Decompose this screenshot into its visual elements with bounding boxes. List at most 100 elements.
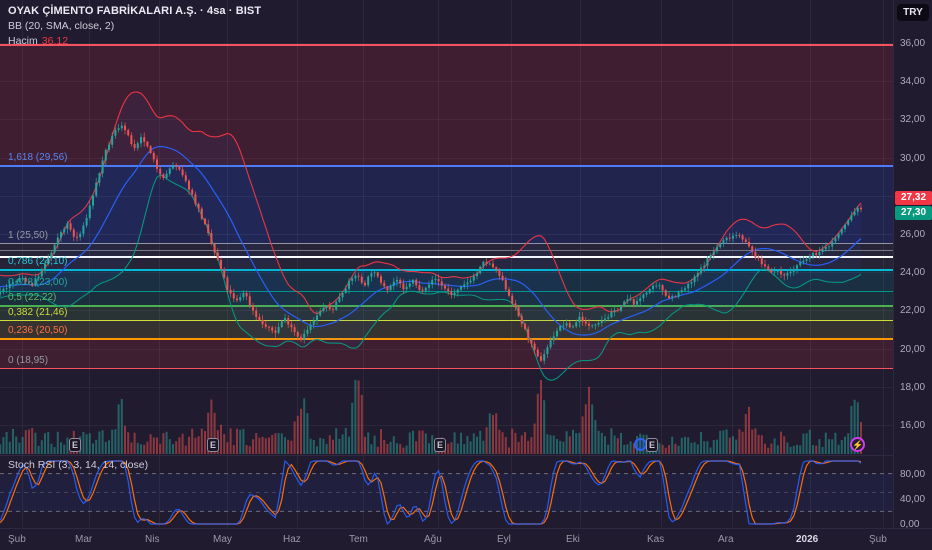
time-tick: Haz xyxy=(283,534,301,545)
symbol-title[interactable]: OYAK ÇİMENTO FABRİKALARI A.Ş. · 4sa · BI… xyxy=(8,5,262,17)
bb-upper-band xyxy=(0,91,862,315)
price-tag-secondary: 27,32 xyxy=(895,191,932,205)
price-tick: 16,00 xyxy=(900,420,926,431)
gridline xyxy=(0,310,893,311)
fib-label-5: 0,382 (21,46) xyxy=(8,306,68,318)
volume-bars-down xyxy=(24,380,862,454)
fib-line-1[interactable] xyxy=(0,243,893,245)
band-above-1618 xyxy=(0,44,893,166)
time-tick: May xyxy=(213,534,232,545)
time-tick: Tem xyxy=(349,534,368,545)
chart-legend: OYAK ÇİMENTO FABRİKALARI A.Ş. · 4sa · BI… xyxy=(8,5,261,47)
fib-line-0,618[interactable] xyxy=(0,290,893,293)
time-tick: Ara xyxy=(718,534,734,545)
price-tag-last: 27,30 xyxy=(895,206,932,220)
fib-band-4 xyxy=(0,306,893,321)
gridline xyxy=(0,43,893,44)
price-tick: 18,00 xyxy=(900,381,926,393)
volume-label: Hacim xyxy=(8,35,38,47)
fib-line-0,236[interactable] xyxy=(0,338,893,340)
time-tick: Kas xyxy=(647,534,665,545)
earnings-icon[interactable]: E xyxy=(434,438,446,452)
time-tick: Mar xyxy=(75,534,93,545)
currency-button[interactable]: TRY xyxy=(897,4,929,21)
candle-bodies-up xyxy=(0,125,859,361)
price-tick: 34,00 xyxy=(900,76,926,88)
gridline xyxy=(0,272,893,273)
gray-level-line[interactable] xyxy=(0,249,893,251)
price-pane[interactable]: 1,618 (29,56) 1 (25,50) 0,786 (24,10) 0,618… xyxy=(0,0,893,527)
volume-value: 36,12 xyxy=(41,35,69,47)
gridline xyxy=(0,387,893,388)
gridline xyxy=(89,0,90,527)
gridline xyxy=(363,0,364,527)
gridline xyxy=(0,119,893,120)
gridline xyxy=(0,81,893,82)
stoch-rsi-pane[interactable]: Stoch RSI (3, 3, 14, 14, close) xyxy=(0,456,893,527)
fib-line-1,618[interactable] xyxy=(0,165,893,167)
gridline xyxy=(511,0,512,527)
time-tick: Eki xyxy=(566,534,580,545)
stoch-rsi-legend[interactable]: Stoch RSI (3, 3, 14, 14, close) xyxy=(8,459,149,471)
stoch-tick: 0,00 xyxy=(900,519,920,530)
gridline xyxy=(580,0,581,527)
pane-separator[interactable] xyxy=(0,455,893,456)
volume-bars-up xyxy=(0,380,859,454)
fib-band-0 xyxy=(0,166,893,244)
gridline xyxy=(297,0,298,527)
time-tick: Nis xyxy=(145,534,160,545)
price-tick: 32,00 xyxy=(900,114,926,126)
candle-bodies-down xyxy=(24,125,862,361)
fib-label-4: 0,5 (22,22) xyxy=(8,292,57,304)
bb-indicator-legend[interactable]: BB (20, SMA, close, 2) xyxy=(8,20,115,32)
price-tick: 36,00 xyxy=(900,38,926,49)
price-axis[interactable]: TRY 36,00 34,00 32,00 30,00 26,00 24,00 22,00 2… xyxy=(893,0,932,530)
gridline xyxy=(438,0,439,527)
upcoming-earnings-icon[interactable]: ⚡ xyxy=(850,437,865,452)
resistance-line[interactable] xyxy=(0,43,893,46)
gridline xyxy=(883,0,884,527)
time-tick: 2026 xyxy=(796,534,819,545)
stoch-k-line xyxy=(0,459,862,526)
gridline xyxy=(732,0,733,527)
gridline xyxy=(22,0,23,527)
time-tick: Eyl xyxy=(497,534,511,545)
gridline xyxy=(0,196,893,197)
gridline xyxy=(227,0,228,527)
fib-line-0,786[interactable] xyxy=(0,269,893,272)
fib-label-6: 0,236 (20,50) xyxy=(8,325,68,337)
gridline xyxy=(661,0,662,527)
fib-band-6 xyxy=(0,339,893,369)
white-level-line[interactable] xyxy=(0,255,893,258)
time-tick: Ağu xyxy=(424,534,442,545)
fib-band-3 xyxy=(0,291,893,307)
volume-indicator-legend[interactable]: Hacim 36,12 xyxy=(8,35,261,47)
stoch-tick: 40,00 xyxy=(900,493,926,505)
fib-label-2: 0,786 (24,10) xyxy=(8,256,68,268)
fib-line-0,5[interactable] xyxy=(0,305,893,307)
earnings-icon[interactable]: E xyxy=(207,438,219,452)
stoch-tick: 80,00 xyxy=(900,468,926,480)
candlestick-volume-plot xyxy=(0,91,862,454)
earnings-icon[interactable]: E xyxy=(69,438,81,452)
price-tick: 24,00 xyxy=(900,267,926,279)
gridline xyxy=(159,0,160,527)
bb-fill xyxy=(0,92,861,381)
stoch-rsi-plot xyxy=(0,459,893,526)
fib-label-0: 1,618 (29,56) xyxy=(8,152,68,163)
fib-label-3: 0,618 (23,00) xyxy=(8,277,68,289)
fib-band-5 xyxy=(0,320,893,340)
fib-line-0,382[interactable] xyxy=(0,319,893,322)
gridline xyxy=(0,425,893,426)
fib-label-7: 0 (18,95) xyxy=(8,354,49,366)
bb-lower-band xyxy=(0,174,862,381)
price-tick: 26,00 xyxy=(900,229,926,240)
time-tick: Şub xyxy=(8,534,26,545)
time-tick: Şub xyxy=(869,534,887,545)
gridline xyxy=(0,349,893,350)
time-axis[interactable]: Şub Mar Nis May Haz Tem Ağu Eyl Eki Kas Ara 2026 Şub xyxy=(0,528,932,550)
earnings-icon[interactable]: E xyxy=(646,438,658,452)
gridline xyxy=(810,0,811,527)
fib-line-0[interactable] xyxy=(0,367,893,370)
